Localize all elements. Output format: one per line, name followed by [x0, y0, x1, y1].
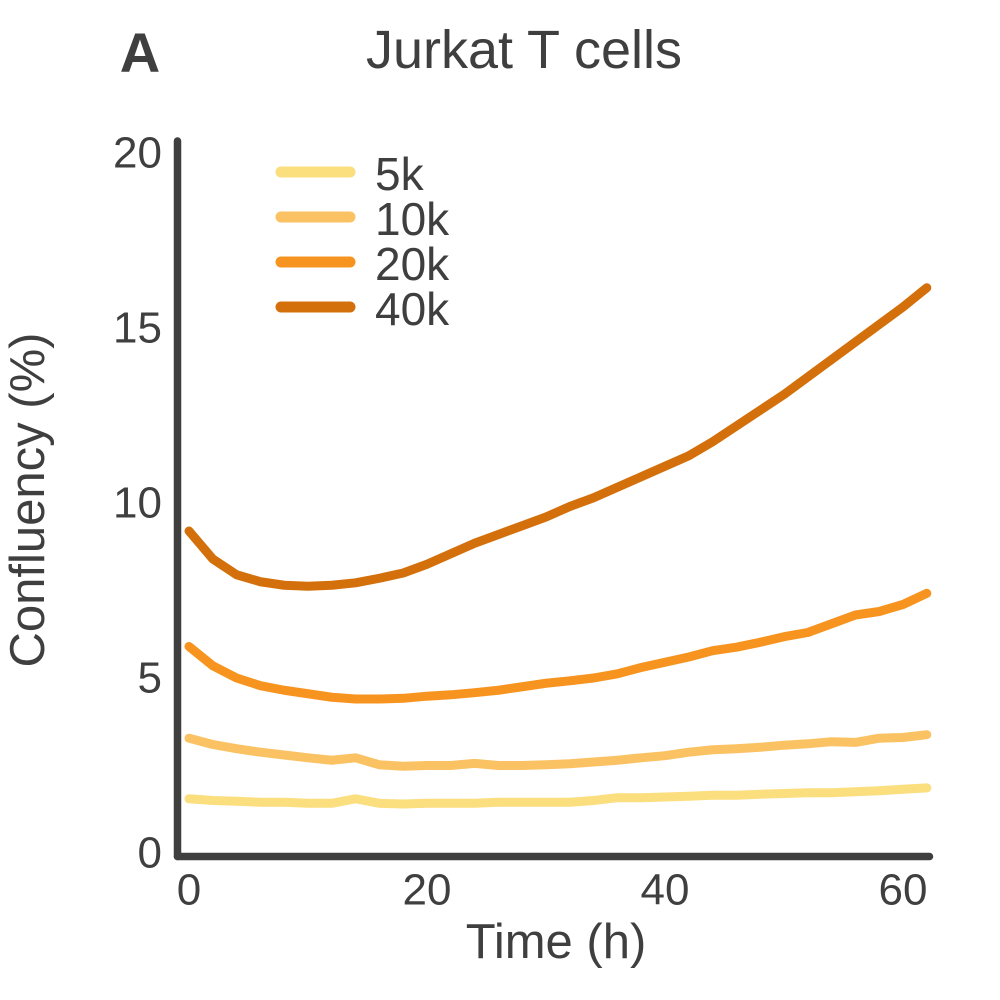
x-tick-label: 0: [177, 866, 201, 915]
panel-label: A: [120, 21, 160, 84]
y-tick-label: 20: [113, 129, 162, 178]
axes-spines: [173, 137, 934, 861]
y-tick-label: 10: [113, 479, 162, 528]
y-axis-label: Confluency (%): [1, 333, 55, 668]
series-line-20k: [184, 588, 932, 704]
x-tick-label: 20: [403, 866, 452, 915]
legend-label-5k: 5k: [375, 148, 425, 200]
x-tick-label: 60: [879, 866, 928, 915]
series-line-40k: [184, 283, 932, 591]
y-tick-label: 0: [138, 829, 162, 878]
chart-title: Jurkat T cells: [366, 20, 682, 80]
legend-label-20k: 20k: [375, 238, 450, 290]
x-tick-label: 40: [641, 866, 690, 915]
plot-area: [184, 283, 932, 809]
legend-label-10k: 10k: [375, 193, 450, 245]
x-axis-label: Time (h): [466, 915, 647, 969]
y-tick-label: 5: [138, 654, 162, 703]
series-line-5k: [184, 783, 932, 809]
axis-tick-labels: 0 5 10 15 20 0 20 40 60: [113, 129, 927, 915]
legend-label-40k: 40k: [375, 283, 450, 335]
series-line-10k: [184, 730, 932, 771]
y-tick-label: 15: [113, 304, 162, 353]
